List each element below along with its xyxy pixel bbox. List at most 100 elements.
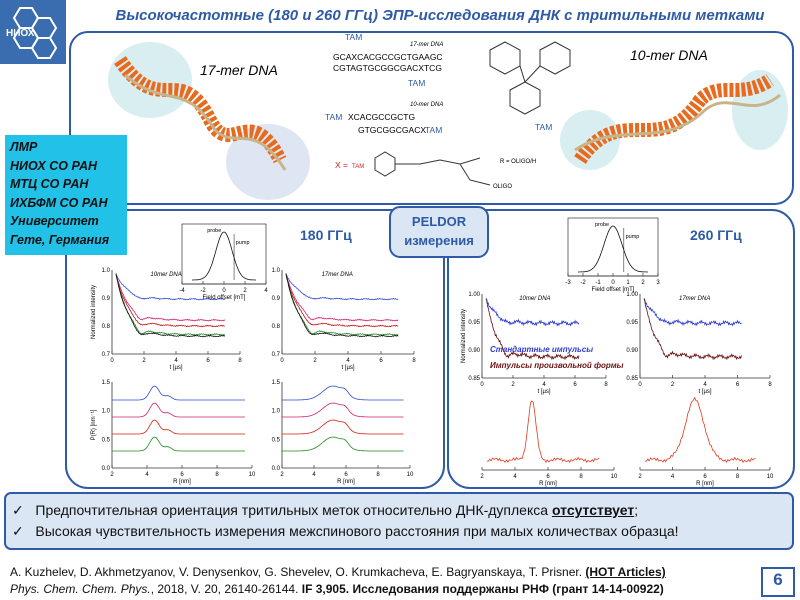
logo-hex — [12, 7, 58, 59]
trace — [115, 273, 225, 328]
page-box — [761, 567, 795, 597]
y-tick-label: 1.0 — [102, 268, 111, 274]
trace — [192, 231, 256, 281]
trace — [285, 274, 399, 336]
text: Предпочтительная ориентация тритильных м… — [35, 502, 552, 518]
y-tick-label: 1.5 — [102, 380, 111, 386]
y-tick-label: 0.85 — [468, 376, 480, 382]
bullet: ✓ Высокая чувствительность измерения меж… — [12, 523, 679, 539]
x-tick-label: 6 — [703, 474, 707, 480]
y-tick-label: 1.5 — [272, 380, 281, 386]
authors: A. Kuzhelev, D. Akhmetzyanov, V. Denysen… — [10, 565, 583, 579]
y-tick-label: 0.90 — [626, 348, 638, 354]
freq-title: 260 ГГц — [690, 227, 742, 243]
trace — [485, 297, 580, 327]
trace — [486, 400, 600, 464]
x-tick-label: 2 — [110, 472, 114, 478]
trace — [115, 274, 225, 336]
trace — [643, 297, 742, 327]
y-tick-label: 0.90 — [468, 348, 480, 354]
x-axis-label: t [µs] — [341, 365, 354, 371]
tam: TAM — [345, 32, 362, 42]
x-tick-label: -3 — [565, 280, 571, 286]
y-axis-label: Normalized intensity — [461, 309, 467, 363]
logo-text: НИОХ — [6, 28, 35, 39]
institutions-bg — [5, 135, 127, 255]
x-tick-label: 2 — [142, 358, 146, 364]
trace — [112, 419, 245, 435]
institution: Университет — [10, 214, 99, 228]
emphasis: отсутствует — [551, 502, 635, 518]
legend: Стандартные импульсы — [490, 345, 593, 354]
dna-17 — [108, 42, 310, 200]
x-tick-label: 2 — [313, 358, 317, 364]
institution: Гете, Германия — [10, 232, 110, 247]
trace — [285, 273, 399, 328]
tam: TAM — [408, 78, 425, 88]
x-tick-label: 2 — [641, 280, 645, 286]
x-tick-label: 2 — [671, 382, 675, 388]
x-axis-label: R [nm] — [539, 481, 557, 487]
text: Высокая чувствительность измерения межсп… — [35, 523, 679, 539]
x-tick-label: -2 — [200, 288, 206, 294]
tam: TAM — [325, 112, 342, 122]
x-tick-label: -2 — [580, 280, 586, 286]
tag: (HOT Articles) — [585, 565, 666, 579]
inset-label: probe — [595, 222, 609, 228]
y-tick-label: 0.9 — [272, 296, 281, 302]
x-axis-label: R [nm] — [173, 479, 191, 485]
x-tick-label: 10 — [767, 474, 774, 480]
y-tick-label: 1.0 — [272, 268, 281, 274]
x-axis-label: t [µs] — [537, 389, 550, 395]
y-tick-label: 1.00 — [626, 292, 638, 298]
x-tick-label: 10 — [407, 472, 414, 478]
plot-label: 17mer DNA — [679, 296, 710, 302]
trace — [112, 436, 245, 452]
tam: TAM — [535, 122, 552, 132]
x-tick-label: 4 — [174, 358, 178, 364]
journal: Phys. Chem. Chem. Phys. — [10, 582, 151, 596]
x-axis-label: R [nm] — [696, 481, 714, 487]
trace — [285, 273, 399, 301]
trace — [112, 402, 245, 418]
x-axis-label: t [µs] — [698, 389, 711, 395]
institutions: ЛМР НИОХ СО РАН МТЦ СО РАН ИХБФМ СО РАН Унив… — [10, 138, 109, 249]
y-axis-label: Normalized intensity — [91, 285, 97, 339]
y-tick-label: 0.8 — [272, 324, 281, 330]
freq-title: 180 ГГц — [300, 227, 352, 243]
legend: Импульсы произвольной формы — [490, 361, 624, 370]
x-tick-label: 4 — [312, 472, 316, 478]
trace — [115, 273, 225, 301]
y-tick-label: 0.95 — [626, 320, 638, 326]
institution: ИХБФМ СО РАН — [10, 195, 108, 210]
x-tick-label: 6 — [379, 358, 383, 364]
y-tick-label: 0.8 — [102, 324, 111, 330]
x-tick-label: 8 — [736, 474, 740, 480]
plot-label: 10mer DNA — [519, 296, 550, 302]
y-tick-label: 0.0 — [102, 466, 111, 472]
x-axis-label: Field offset [mT] — [203, 295, 246, 301]
x-tick-label: 2 — [480, 474, 484, 480]
x-tick-label: 6 — [736, 382, 740, 388]
x-tick-label: 8 — [768, 382, 772, 388]
x-tick-label: 2 — [280, 472, 284, 478]
x-tick-label: 1 — [626, 280, 630, 286]
y-tick-label: 1.0 — [272, 409, 281, 415]
plot-label: 17mer DNA — [322, 272, 353, 278]
x-tick-label: -4 — [179, 288, 185, 294]
x-axis-label: R [nm] — [337, 479, 355, 485]
x-eq: X = — [335, 160, 348, 170]
x-tick-label: 10 — [611, 474, 618, 480]
tam: TAM — [425, 125, 442, 135]
x-tick-label: 2 — [511, 382, 515, 388]
footer: A. Kuzhelev, D. Akhmetzyanov, V. Denysen… — [10, 564, 760, 598]
x-tick-label: 2 — [638, 474, 642, 480]
page-number: 6 — [773, 570, 783, 589]
institution: ЛМР — [10, 140, 38, 154]
y-axis-label: P(R) [nm⁻¹] — [91, 409, 97, 440]
x-tick-label: 4 — [346, 358, 350, 364]
x-tick-label: 10 — [249, 472, 256, 478]
x-tick-label: 4 — [671, 474, 675, 480]
